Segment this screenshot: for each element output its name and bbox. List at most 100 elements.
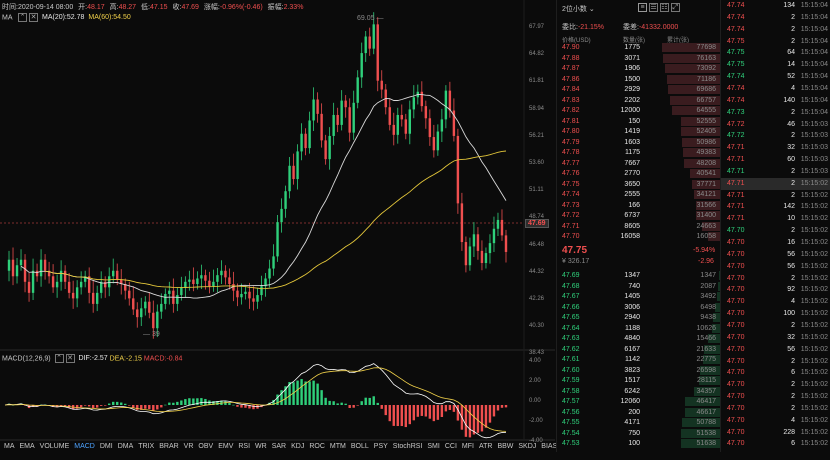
dea-value: DEA:-2.15 — [109, 355, 142, 363]
indicator-tab[interactable]: OBV — [198, 443, 214, 450]
orderbook-row[interactable]: 47.59 1517 28115 — [557, 375, 720, 387]
ma60-line — [45, 150, 507, 290]
orderbook-row[interactable]: 47.61 1142 22775 — [557, 354, 720, 366]
trade-time: 15:15:02 — [800, 262, 828, 270]
candle-body — [460, 203, 464, 243]
orderbook-row[interactable]: 47.62 6167 21633 — [557, 344, 720, 356]
indicator-tab[interactable]: SAR — [271, 443, 287, 450]
orderbook-row[interactable]: 47.58 6242 34357 — [557, 386, 720, 398]
orderbook-row[interactable]: 47.69 1347 1347 — [557, 270, 720, 282]
indicator-tab[interactable]: PSY — [373, 443, 388, 450]
orderbook-row[interactable]: 47.78 1175 49383 — [557, 147, 720, 159]
indicator-tab[interactable]: MACD — [74, 443, 95, 450]
candle-body — [116, 270, 119, 280]
change-value: -0.96%(-0.46) — [219, 4, 263, 11]
indicator-tab[interactable]: ATR — [478, 443, 493, 450]
orderbook-row[interactable]: 47.60 3823 26598 — [557, 365, 720, 377]
candlestick-chart[interactable] — [0, 0, 555, 460]
orderbook-price: 47.66 — [562, 303, 580, 311]
macd-bar — [212, 401, 215, 405]
indicator-tab[interactable]: StochRSI — [392, 443, 423, 450]
orderbook-row[interactable]: 47.63 4840 15466 — [557, 333, 720, 345]
orderbook-row[interactable]: 47.75 3650 37771 — [557, 179, 720, 191]
orderbook-row[interactable]: 47.80 1419 52405 — [557, 126, 720, 138]
up-arrow-icon[interactable]: ⌃ — [18, 13, 28, 22]
macd-bar — [348, 405, 351, 408]
indicator-tab[interactable]: MTM — [329, 443, 346, 450]
orderbook-row[interactable]: 47.55 4171 50788 — [557, 417, 720, 429]
orderbook-row[interactable]: 47.82 12000 64555 — [557, 105, 720, 117]
orderbook-row[interactable]: 47.77 7667 48208 — [557, 158, 720, 170]
indicator-tab[interactable]: SMI — [427, 443, 440, 450]
orderbook-row[interactable]: 47.54 750 51538 — [557, 428, 720, 440]
orderbook-row[interactable]: 47.57 12060 46417 — [557, 396, 720, 408]
macd-bar — [224, 401, 227, 405]
indicator-tab[interactable]: BIAS — [541, 443, 558, 450]
trade-row: 47.70 4 15:15:02 — [721, 296, 830, 308]
book-both-icon[interactable]: ≡ — [638, 3, 647, 12]
indicator-tab[interactable]: EMV — [218, 443, 234, 450]
orderbook-row[interactable]: 47.74 2555 34121 — [557, 189, 720, 201]
indicator-tab[interactable]: ROC — [309, 443, 325, 450]
up-arrow-icon[interactable]: ⌃ — [54, 354, 64, 363]
macd-bar — [452, 405, 456, 412]
orderbook-row[interactable]: 47.90 1775 77698 — [557, 42, 720, 54]
indicator-tab[interactable]: MFI — [461, 443, 474, 450]
orderbook-row[interactable]: 47.67 1405 3492 — [557, 291, 720, 303]
candle-body — [71, 292, 75, 299]
trade-price: 47.71 — [727, 203, 745, 211]
orderbook-row[interactable]: 47.87 1906 73092 — [557, 63, 720, 75]
close-icon[interactable]: ✕ — [65, 354, 75, 363]
indicator-tab[interactable]: DMA — [117, 443, 134, 450]
indicator-tab[interactable]: BOLL — [350, 443, 369, 450]
indicator-tab[interactable]: CCI — [444, 443, 457, 450]
macd-bar — [120, 402, 123, 405]
indicator-tab[interactable]: VOLUME — [39, 443, 70, 450]
macd-bar — [448, 405, 452, 410]
indicator-tab[interactable]: MA — [4, 443, 15, 450]
book-bids-icon[interactable]: ☷ — [659, 3, 669, 12]
indicator-tab[interactable]: VR — [183, 443, 194, 450]
orderbook-row[interactable]: 47.79 1603 50986 — [557, 137, 720, 149]
expand-icon[interactable]: ⤢ — [670, 3, 680, 12]
trade-qty: 60 — [787, 156, 795, 164]
orderbook-row[interactable]: 47.56 200 46617 — [557, 407, 720, 419]
orderbook-total: 31400 — [696, 212, 716, 219]
ma60-value: MA(60):54.50 — [88, 14, 131, 22]
orderbook-row[interactable]: 47.68 740 2087 — [557, 281, 720, 293]
orderbook-qty: 12000 — [620, 107, 640, 114]
orderbook-row[interactable]: 47.53 100 51638 — [557, 438, 720, 450]
orderbook-row[interactable]: 47.66 3006 6498 — [557, 302, 720, 314]
indicator-tab[interactable]: WR — [255, 443, 267, 450]
orderbook-row[interactable]: 47.71 8605 24663 — [557, 221, 720, 233]
macd-bar — [280, 390, 283, 405]
indicator-tab[interactable]: BBW — [497, 443, 514, 450]
orderbook-row[interactable]: 47.83 2202 66757 — [557, 95, 720, 107]
close-icon[interactable]: ✕ — [29, 13, 39, 22]
indicator-tab[interactable]: RSI — [238, 443, 251, 450]
indicator-tab[interactable]: EMA — [19, 443, 35, 450]
macd-bar — [388, 405, 391, 422]
orderbook-row[interactable]: 47.72 6737 31400 — [557, 210, 720, 222]
indicator-tab[interactable]: KDJ — [291, 443, 305, 450]
orderbook-row[interactable]: 47.86 1500 71186 — [557, 74, 720, 86]
orderbook-price: 47.82 — [562, 107, 580, 114]
trade-row: 47.71 2 15:15:02 — [721, 177, 830, 190]
indicator-tab[interactable]: DMI — [99, 443, 113, 450]
orderbook-row[interactable]: 47.70 16058 16058 — [557, 231, 720, 242]
indicator-tab[interactable]: SKDJ — [518, 443, 537, 450]
orderbook-row[interactable]: 47.76 2770 40541 — [557, 168, 720, 180]
orderbook-row[interactable]: 47.84 2929 69686 — [557, 84, 720, 96]
orderbook-row[interactable]: 47.88 3071 76163 — [557, 53, 720, 65]
orderbook-row[interactable]: 47.81 150 52555 — [557, 116, 720, 128]
orderbook-qty: 6242 — [624, 387, 640, 395]
indicator-tab[interactable]: BRAR — [159, 443, 179, 450]
trade-time: 15:15:03 — [800, 167, 828, 175]
precision-select[interactable]: 2位小数 ⌄ — [562, 4, 595, 14]
book-asks-icon[interactable]: ☰ — [648, 3, 658, 12]
orderbook-row[interactable]: 47.73 166 31566 — [557, 200, 720, 212]
orderbook-row[interactable]: 47.65 2940 9438 — [557, 312, 720, 324]
orderbook-row[interactable]: 47.64 1188 10626 — [557, 323, 720, 335]
indicator-tab[interactable]: TRIX — [138, 443, 155, 450]
trade-time: 15:15:04 — [800, 61, 828, 69]
